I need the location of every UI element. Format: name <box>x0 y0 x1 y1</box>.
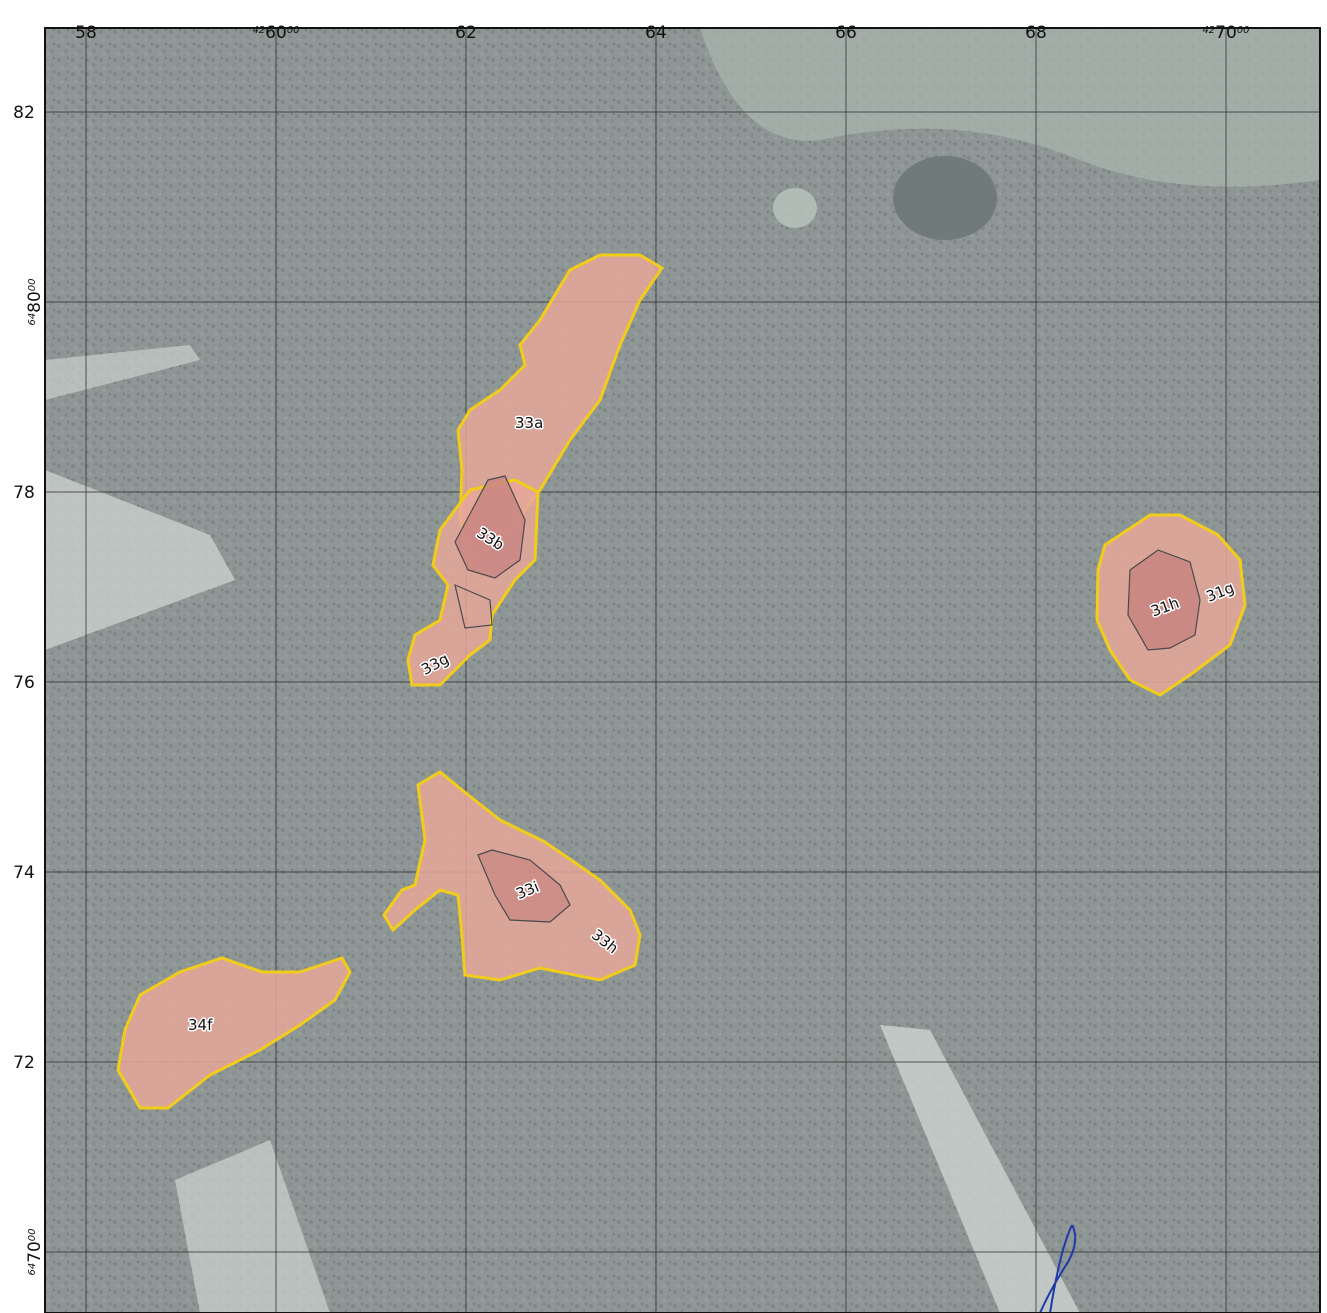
x-tick-labels: 58 426000 62 64 66 68 427000 <box>75 23 1249 43</box>
label-34f: 34f <box>188 1016 213 1034</box>
y-tick-prefix: 64 <box>27 1263 38 1276</box>
y-tick-suffix: 00 <box>27 278 38 291</box>
y-tick-label-76: 76 <box>13 673 35 693</box>
x-tick-label-64: 64 <box>645 23 667 43</box>
y-tick-label-70: 647000 <box>25 1228 45 1275</box>
clearing-southwest <box>175 1140 330 1313</box>
parcel-33i[interactable] <box>477 849 571 923</box>
x-tick-prefix: 42 <box>1202 25 1215 36</box>
y-tick-main: 70 <box>25 1241 45 1263</box>
pond <box>893 156 997 240</box>
clearing-west-north <box>45 345 200 400</box>
x-tick-label-60: 426000 <box>252 23 299 43</box>
open-area-north <box>700 28 1320 187</box>
y-tick-label-80: 648000 <box>25 278 45 325</box>
x-tick-main: 70 <box>1215 23 1237 43</box>
grid-lines <box>45 28 1320 1313</box>
clearing-south <box>880 1025 1080 1313</box>
pond-small <box>773 188 817 228</box>
x-tick-label-62: 62 <box>455 23 477 43</box>
parcel-34f[interactable] <box>116 956 352 1110</box>
map-neatline <box>44 27 1321 1313</box>
y-tick-label-82: 82 <box>13 103 35 123</box>
x-tick-main: 60 <box>265 23 287 43</box>
y-tick-label-74: 74 <box>13 863 35 883</box>
x-tick-label-66: 66 <box>835 23 857 43</box>
y-tick-label-72: 72 <box>13 1053 35 1073</box>
parcel-33b[interactable] <box>454 475 526 579</box>
parcel-33g-inner <box>454 583 493 629</box>
x-tick-main: 58 <box>75 23 97 43</box>
x-tick-suffix: 00 <box>287 25 300 36</box>
x-tick-main: 62 <box>455 23 477 43</box>
y-tick-suffix: 00 <box>27 1228 38 1241</box>
clearing-west <box>45 470 235 650</box>
x-tick-label-68: 68 <box>1025 23 1047 43</box>
x-tick-label-70: 427000 <box>1202 23 1249 43</box>
x-tick-main: 68 <box>1025 23 1047 43</box>
y-tick-label-78: 78 <box>13 483 35 503</box>
x-tick-suffix: 00 <box>1237 25 1250 36</box>
y-tick-main: 80 <box>25 291 45 313</box>
y-tick-prefix: 64 <box>27 313 38 326</box>
x-tick-label-58: 58 <box>75 23 97 43</box>
route-line-icon <box>1039 1224 1077 1313</box>
x-tick-prefix: 42 <box>252 25 265 36</box>
x-tick-main: 64 <box>645 23 667 43</box>
aerial-imagery <box>45 28 1320 1313</box>
label-33a: 33a <box>515 414 543 432</box>
parcel-31h[interactable] <box>1127 549 1201 651</box>
x-tick-main: 66 <box>835 23 857 43</box>
